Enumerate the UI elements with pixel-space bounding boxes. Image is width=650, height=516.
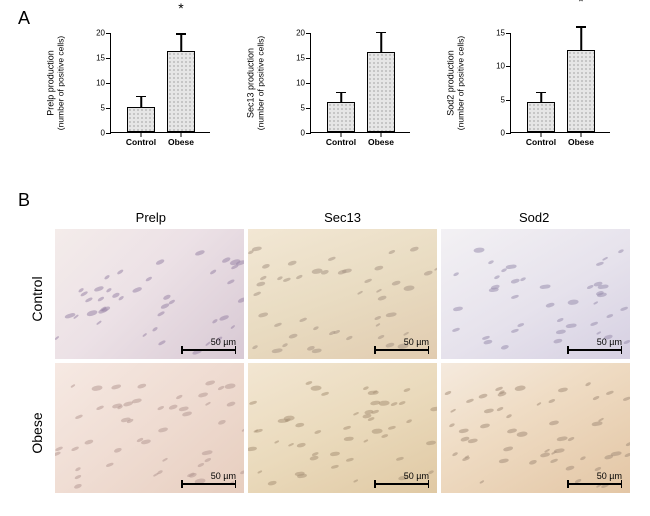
y-tick	[106, 83, 111, 84]
panel-a-label: A	[18, 8, 30, 29]
plot-area: 05101520ControlObese	[310, 33, 410, 133]
y-tick	[306, 133, 311, 134]
error-cap	[376, 32, 386, 34]
bar-chart: Prelp production(number of positive cell…	[70, 28, 230, 168]
scale-bar	[374, 349, 429, 352]
y-tick-label: 0	[487, 129, 505, 138]
error-cap	[536, 92, 546, 94]
y-tick	[106, 58, 111, 59]
panel-b-grid: 50 µm 50 µm 50 µm 50 µm 50 µm 50 µm	[55, 229, 630, 493]
plot-area: 05101520Control*Obese	[110, 33, 210, 133]
column-header: Sod2	[438, 210, 630, 229]
y-tick-label: 0	[287, 129, 305, 138]
y-tick	[106, 108, 111, 109]
y-axis-label: Prelp production(number of positive cell…	[46, 36, 65, 130]
bar-chart: Sod2 production(number of positive cells…	[470, 28, 630, 168]
scale-bar	[567, 349, 622, 352]
y-tick	[106, 33, 111, 34]
micrograph: 50 µm	[441, 363, 630, 493]
x-category-label: Obese	[368, 137, 394, 147]
y-tick	[506, 66, 511, 67]
scale-text: 50 µm	[211, 337, 236, 347]
y-tick-label: 0	[87, 129, 105, 138]
y-tick-label: 5	[487, 95, 505, 104]
row-label: Control	[29, 276, 45, 321]
y-tick	[506, 133, 511, 134]
bar-chart: Sec13 production(number of positive cell…	[270, 28, 430, 168]
panel-b-col-headers: PrelpSec13Sod2	[55, 210, 630, 229]
y-tick-label: 15	[87, 54, 105, 63]
error-cap	[136, 96, 146, 98]
column-header: Prelp	[55, 210, 247, 229]
y-tick-label: 5	[287, 104, 305, 113]
row-label: Obese	[29, 412, 45, 453]
scale-text: 50 µm	[597, 337, 622, 347]
scale-text: 50 µm	[404, 337, 429, 347]
y-tick-label: 20	[87, 29, 105, 38]
y-tick	[306, 58, 311, 59]
significance-marker: *	[178, 0, 183, 16]
bar	[127, 107, 155, 132]
y-tick-label: 15	[487, 29, 505, 38]
y-tick-label: 10	[287, 79, 305, 88]
micrograph: 50 µm	[55, 229, 244, 359]
y-tick	[306, 83, 311, 84]
y-tick	[106, 133, 111, 134]
x-category-label: Obese	[168, 137, 194, 147]
x-category-label: Control	[126, 137, 156, 147]
x-category-label: Control	[526, 137, 556, 147]
y-tick-label: 15	[287, 54, 305, 63]
significance-marker: *	[578, 0, 583, 9]
y-axis-label: Sec13 production(number of positive cell…	[246, 36, 265, 130]
x-category-label: Obese	[568, 137, 594, 147]
y-tick-label: 20	[287, 29, 305, 38]
y-tick-label: 10	[487, 62, 505, 71]
y-tick	[506, 33, 511, 34]
y-tick	[506, 100, 511, 101]
panel-b-label: B	[18, 190, 30, 211]
bar	[327, 102, 355, 132]
y-tick-label: 10	[87, 79, 105, 88]
scale-bar	[374, 483, 429, 486]
bar	[167, 51, 195, 132]
scale-bar	[181, 483, 236, 486]
scale-bar	[567, 483, 622, 486]
error-bar	[340, 92, 342, 102]
panel-b: PrelpSec13Sod2 50 µm50 µm50 µm50 µm50 µm…	[55, 210, 630, 493]
y-axis-label: Sod2 production(number of positive cells…	[446, 36, 465, 130]
plot-area: 051015Control*Obese	[510, 33, 610, 133]
y-tick	[306, 108, 311, 109]
scale-bar	[181, 349, 236, 352]
bar	[567, 50, 595, 132]
bar	[527, 102, 555, 132]
micrograph: 50 µm	[55, 363, 244, 493]
x-category-label: Control	[326, 137, 356, 147]
error-cap	[176, 33, 186, 35]
scale-text: 50 µm	[211, 471, 236, 481]
bar	[367, 52, 395, 132]
error-bar	[380, 32, 382, 52]
error-cap	[576, 26, 586, 28]
error-bar	[140, 96, 142, 107]
error-bar	[580, 27, 582, 50]
error-bar	[540, 92, 542, 102]
scale-text: 50 µm	[597, 471, 622, 481]
micrograph: 50 µm	[248, 363, 437, 493]
micrograph: 50 µm	[441, 229, 630, 359]
y-tick-label: 5	[87, 104, 105, 113]
column-header: Sec13	[247, 210, 439, 229]
y-tick	[306, 33, 311, 34]
error-bar	[180, 34, 182, 52]
scale-text: 50 µm	[404, 471, 429, 481]
error-cap	[336, 92, 346, 94]
micrograph: 50 µm	[248, 229, 437, 359]
panel-a-charts: Prelp production(number of positive cell…	[70, 28, 630, 168]
